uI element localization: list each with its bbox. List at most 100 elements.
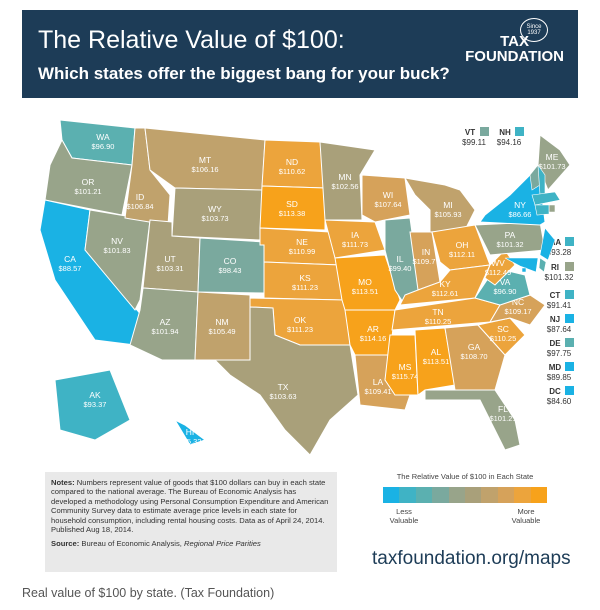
legend-swatch: [432, 487, 449, 503]
small-state-abbr: NH: [499, 128, 511, 137]
state-label: TN $110.25: [425, 307, 452, 326]
state-label: AK $93.37: [84, 390, 107, 409]
state-value: $98.43: [219, 266, 242, 275]
small-state-value: $101.32: [545, 273, 574, 282]
state-value: $99.40: [389, 264, 412, 273]
state-abbr: NM: [215, 317, 228, 327]
state-value: $103.73: [201, 214, 228, 223]
state-label: OK $111.23: [287, 315, 313, 334]
state-value: $112.11: [449, 250, 475, 259]
state-abbr: UT: [164, 254, 175, 264]
legend-low: Less Valuable: [389, 507, 419, 525]
state-abbr: HI: [186, 427, 195, 437]
title: The Relative Value of $100:: [38, 26, 345, 54]
state-value: $109.77: [412, 257, 439, 266]
state-abbr: MI: [443, 200, 452, 210]
url: taxfoundation.org/maps: [372, 548, 571, 569]
state-shape: [414, 327, 456, 396]
state-abbr: ND: [286, 157, 298, 167]
state-label: MN $102.56: [331, 172, 358, 191]
state-label: SD $113.38: [279, 199, 306, 218]
state-label: MO $113.51: [352, 277, 379, 296]
state-value: $112.49: [485, 268, 512, 277]
state-value: $96.90: [494, 287, 517, 296]
notes-body: Numbers represent value of goods that $1…: [51, 478, 329, 535]
state-abbr: AL: [431, 347, 442, 357]
state-shape: [504, 257, 539, 273]
state-value: $111.23: [292, 283, 318, 292]
state-abbr: GA: [468, 342, 481, 352]
state-abbr: AR: [367, 324, 379, 334]
state-shape: [424, 389, 521, 451]
state-label: TX $103.63: [269, 382, 296, 401]
state-label: ME $101.73: [538, 152, 565, 171]
state-label: UT $103.31: [156, 254, 183, 273]
small-state-value: $97.75: [547, 349, 572, 358]
state-abbr: IL: [396, 254, 403, 264]
small-state-swatch: [565, 262, 574, 271]
state-abbr: MO: [358, 277, 372, 287]
state-label: IN $109.77: [412, 247, 439, 266]
source-text: Bureau of Economic Analysis,: [81, 539, 182, 549]
state-value: $112.61: [432, 289, 459, 298]
logo-since: Since 1937: [520, 18, 548, 42]
small-state-swatch: [480, 127, 489, 136]
state-label: AZ $101.94: [151, 317, 178, 336]
state-value: $96.90: [92, 142, 115, 151]
state-value: $88.57: [59, 264, 82, 273]
state-shape: [404, 177, 476, 233]
state-abbr: AZ: [160, 317, 171, 327]
state-value: $102.56: [331, 182, 358, 191]
state-value: $101.21: [74, 187, 101, 196]
state-label: NC $109.17: [504, 297, 531, 316]
state-value: $101.73: [538, 162, 565, 171]
logo-bottom: FOUNDATION: [465, 48, 564, 65]
state-value: $106.84: [126, 202, 153, 211]
small-state-swatch: [565, 314, 574, 323]
subtitle: Which states offer the biggest bang for …: [38, 64, 450, 83]
state-value: $111.23: [287, 325, 313, 334]
state-shape: [534, 204, 550, 216]
state-label: WI $107.64: [374, 190, 401, 209]
state-value: $111.73: [342, 240, 368, 249]
legend-swatch: [415, 487, 433, 503]
state-value: $114.16: [360, 334, 387, 343]
state-label: KS $111.23: [292, 273, 318, 292]
state-shape: [173, 418, 207, 446]
state-abbr: OR: [82, 177, 95, 187]
state-label: WV $112.49: [485, 258, 512, 277]
state-value: $101.94: [151, 327, 178, 336]
state-label: MI $105.93: [434, 200, 461, 219]
small-state-abbr: RI: [551, 263, 559, 272]
legend-swatch: [383, 487, 400, 503]
state-label: SC $110.25: [490, 324, 517, 343]
small-state-swatch: [515, 127, 524, 136]
caption: Real value of $100 by state. (Tax Founda…: [22, 586, 275, 600]
state-label: WY $103.73: [201, 204, 228, 223]
state-value: $110.25: [490, 334, 517, 343]
source-italic: Regional Price Parities: [184, 539, 261, 549]
legend-swatches: [383, 487, 548, 503]
state-value: $93.37: [84, 400, 107, 409]
state-label: OH $112.11: [449, 240, 475, 259]
state-abbr: WY: [208, 204, 222, 214]
state-label: IL $99.40: [389, 254, 412, 273]
state-label: NM $105.49: [208, 317, 235, 336]
legend: The Relative Value of $100 in Each State…: [375, 472, 555, 525]
state-label: OR $101.21: [74, 177, 101, 196]
state-label: IA $111.73: [342, 230, 368, 249]
state-abbr: VA: [500, 277, 511, 287]
state-value: $106.16: [191, 165, 218, 174]
state-value: $110.25: [425, 317, 452, 326]
small-state-swatch: [565, 338, 574, 347]
notes: Notes: Numbers represent value of goods …: [45, 472, 337, 572]
small-state-value: $87.64: [547, 325, 572, 334]
state-shape: [361, 174, 411, 223]
state-abbr: PA: [505, 230, 516, 240]
state-abbr: CA: [64, 254, 76, 264]
state-abbr: TN: [432, 307, 443, 317]
state-shape: [213, 306, 359, 456]
state-label: ND $110.62: [279, 157, 306, 176]
state-label: NV $101.83: [103, 236, 130, 255]
